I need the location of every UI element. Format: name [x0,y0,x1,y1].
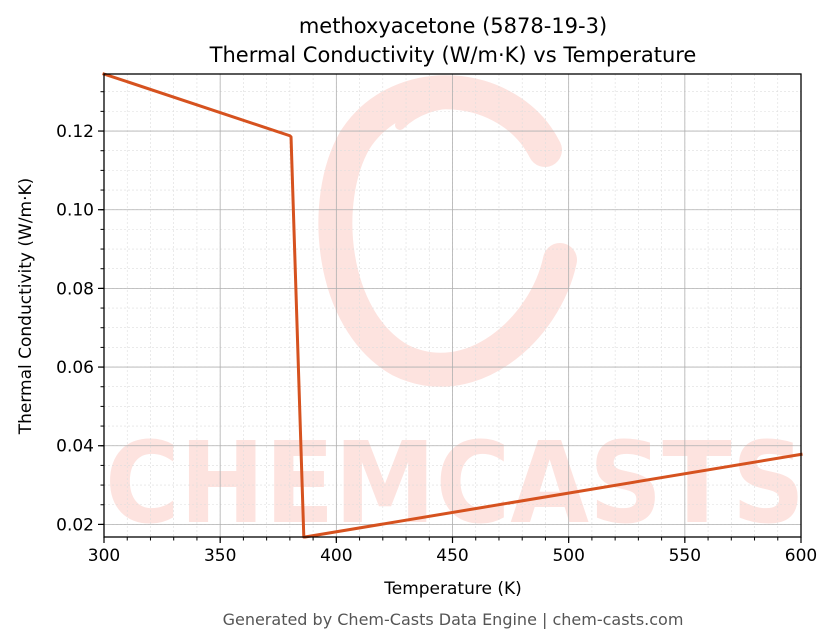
series-line [102,72,803,539]
y-axis: 0.02 0.04 0.06 0.08 0.10 0.12 [56,91,104,535]
y-tick-label: 0.04 [56,437,94,457]
footer-credit: Generated by Chem-Casts Data Engine | ch… [223,610,684,629]
watermark-text: CHEMCASTS [105,419,805,549]
watermark: CHEMCASTS [105,75,805,549]
x-axis: 300 350 400 450 500 550 600 [88,537,817,566]
x-tick-label: 500 [552,546,584,566]
chart-title-line1: methoxyacetone (5878-19-3) [299,14,607,38]
y-tick-label: 0.12 [56,122,94,142]
series-layer [102,72,803,539]
y-tick-label: 0.10 [56,201,94,221]
y-tick-label: 0.02 [56,515,94,535]
x-tick-label: 550 [669,546,701,566]
x-tick-label: 600 [785,546,817,566]
x-tick-label: 450 [436,546,468,566]
y-axis-label: Thermal Conductivity (W/m·K) [16,178,36,436]
x-tick-label: 300 [88,546,120,566]
watermark-logo-swirl [318,75,577,387]
x-axis-label: Temperature (K) [383,579,522,599]
x-tick-label: 400 [320,546,352,566]
y-tick-label: 0.08 [56,279,94,299]
y-tick-label: 0.06 [56,358,94,378]
chart-title-line2: Thermal Conductivity (W/m·K) vs Temperat… [209,43,697,67]
x-tick-label: 350 [204,546,236,566]
